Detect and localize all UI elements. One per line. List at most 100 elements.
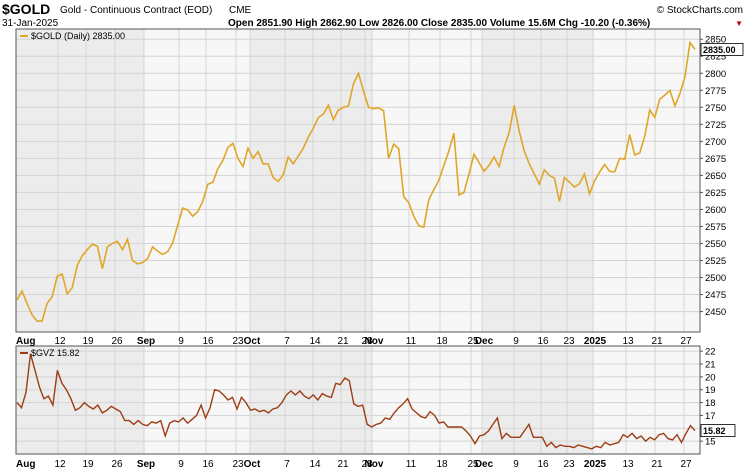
gold-ytick-label: 2725 bbox=[705, 120, 726, 131]
upper-x-label: 23 bbox=[563, 336, 575, 347]
gvz-ytick-label: 18 bbox=[705, 398, 716, 409]
upper-x-label: Nov bbox=[365, 336, 384, 347]
date-label: 31-Jan-2025 bbox=[2, 18, 59, 29]
watermark: © StockCharts.com bbox=[657, 5, 743, 16]
gold-ytick-label: 2675 bbox=[705, 154, 726, 165]
gvz-line bbox=[16, 353, 696, 450]
upper-x-label: Dec bbox=[475, 336, 494, 347]
gvz-band bbox=[372, 346, 482, 454]
gold-ytick-label: 2850 bbox=[705, 35, 726, 46]
gvz-last-value-box bbox=[700, 424, 736, 438]
upper-x-label: 7 bbox=[284, 336, 290, 347]
lower-x-label: 26 bbox=[111, 459, 123, 470]
gold-ytick-label: 2625 bbox=[705, 188, 726, 199]
chg-down-icon: ▼ bbox=[735, 19, 743, 28]
gvz-legend: $GVZ 15.82 bbox=[31, 348, 80, 358]
lower-x-label: Nov bbox=[365, 459, 384, 470]
gold-ytick-label: 2700 bbox=[705, 137, 726, 148]
gold-ytick-label: 2775 bbox=[705, 86, 726, 97]
gold-ytick-label: 2525 bbox=[705, 256, 726, 267]
lower-x-label: 14 bbox=[309, 459, 321, 470]
lower-x-label: Sep bbox=[137, 459, 155, 470]
gvz-period-bands bbox=[16, 346, 700, 454]
upper-x-label: Aug bbox=[16, 336, 35, 347]
lower-x-label: 2025 bbox=[584, 459, 607, 470]
gold-band bbox=[593, 29, 700, 332]
gold-ytick-label: 2500 bbox=[705, 273, 726, 284]
gvz-ytick-label: 20 bbox=[705, 372, 716, 383]
upper-x-label: 19 bbox=[82, 336, 94, 347]
lower-x-label: 19 bbox=[82, 459, 94, 470]
lower-x-label: Dec bbox=[475, 459, 494, 470]
upper-x-label: 13 bbox=[622, 336, 634, 347]
gold-y-axis: 2450 2475 2500 2525 2550 2575 2600 2625 2650 2675… bbox=[700, 35, 726, 318]
gold-ytick-label: 2800 bbox=[705, 69, 726, 80]
gvz-ytick-label: 19 bbox=[705, 385, 716, 396]
gold-ytick-label: 2450 bbox=[705, 307, 726, 318]
gold-ytick-label: 2550 bbox=[705, 239, 726, 250]
lower-x-label: 21 bbox=[651, 459, 663, 470]
upper-x-label: Oct bbox=[244, 336, 261, 347]
upper-x-label: 26 bbox=[111, 336, 123, 347]
gold-ytick-label: 2825 bbox=[705, 52, 726, 63]
gold-band bbox=[372, 29, 482, 332]
exchange-label: CME bbox=[229, 5, 252, 16]
lower-x-label: 23 bbox=[232, 459, 244, 470]
lower-x-label: 9 bbox=[178, 459, 184, 470]
lower-x-label: 25 bbox=[467, 459, 479, 470]
lower-x-label: 27 bbox=[680, 459, 692, 470]
upper-x-label: 16 bbox=[537, 336, 549, 347]
upper-x-label: 9 bbox=[178, 336, 184, 347]
upper-x-label: 12 bbox=[54, 336, 66, 347]
gold-price-line bbox=[16, 40, 696, 322]
lower-x-label: 18 bbox=[436, 459, 448, 470]
upper-x-label: 23 bbox=[232, 336, 244, 347]
upper-x-label: 14 bbox=[309, 336, 321, 347]
upper-x-label: 11 bbox=[406, 336, 417, 347]
gvz-ytick-label: 15 bbox=[705, 437, 716, 448]
gold-last-value-box bbox=[700, 43, 744, 56]
gold-ytick-label: 2650 bbox=[705, 171, 726, 182]
upper-x-label: 27 bbox=[680, 336, 692, 347]
gvz-ytick-label: 21 bbox=[705, 360, 716, 371]
gvz-band bbox=[16, 346, 144, 454]
gold-panel-frame bbox=[15, 28, 701, 333]
lower-x-label: 16 bbox=[537, 459, 549, 470]
gold-ytick-label: 2750 bbox=[705, 103, 726, 114]
gold-band bbox=[250, 29, 372, 332]
gold-last-value: 2835.00 bbox=[703, 45, 736, 55]
gold-band bbox=[16, 29, 144, 332]
lower-x-label: 13 bbox=[622, 459, 634, 470]
gold-ytick-label: 2475 bbox=[705, 290, 726, 301]
gvz-last-value: 15.82 bbox=[703, 426, 726, 436]
lower-x-label: 12 bbox=[54, 459, 66, 470]
upper-x-label: 18 bbox=[436, 336, 448, 347]
upper-x-label: 25 bbox=[467, 336, 479, 347]
gvz-ytick-label: 22 bbox=[705, 347, 716, 358]
gvz-ytick-label: 17 bbox=[705, 411, 716, 422]
gold-band bbox=[144, 29, 250, 332]
upper-x-label: 28 bbox=[361, 336, 373, 347]
lower-x-label: 21 bbox=[337, 459, 349, 470]
gvz-panel-frame bbox=[15, 345, 701, 455]
ohlc-stats: Open 2851.90 High 2862.90 Low 2826.00 Cl… bbox=[228, 18, 650, 29]
gold-legend: $GOLD (Daily) 2835.00 bbox=[31, 31, 125, 41]
upper-x-label: 2025 bbox=[584, 336, 607, 347]
lower-x-label: 9 bbox=[513, 459, 519, 470]
lower-x-label: 7 bbox=[284, 459, 290, 470]
symbol-title: $GOLD bbox=[2, 1, 50, 17]
lower-x-label: 28 bbox=[361, 459, 373, 470]
upper-x-label: 21 bbox=[337, 336, 349, 347]
gold-ytick-label: 2600 bbox=[705, 205, 726, 216]
lower-x-label: 16 bbox=[202, 459, 214, 470]
gold-ytick-label: 2575 bbox=[705, 222, 726, 233]
instrument-description: Gold - Continuous Contract (EOD) bbox=[60, 5, 212, 16]
lower-x-label: 23 bbox=[563, 459, 575, 470]
upper-x-label: 21 bbox=[651, 336, 663, 347]
lower-x-label: 11 bbox=[406, 459, 417, 470]
upper-x-label: Sep bbox=[137, 336, 155, 347]
lower-x-label: Oct bbox=[244, 459, 261, 470]
